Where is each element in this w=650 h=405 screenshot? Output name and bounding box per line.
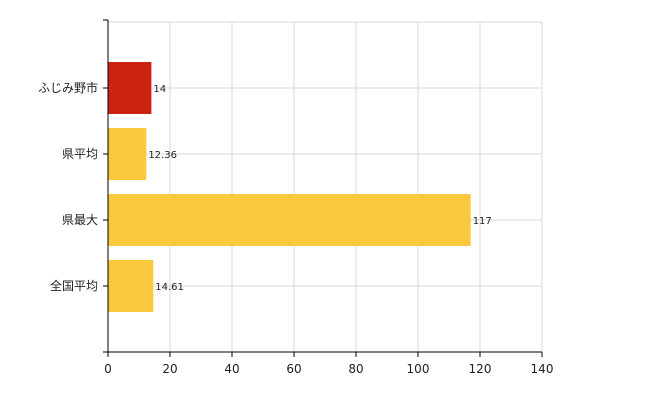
x-tick-label: 60 [286, 362, 301, 376]
x-tick-label: 120 [469, 362, 492, 376]
bar [108, 260, 154, 312]
category-label: 県平均 [62, 147, 98, 161]
x-tick-label: 80 [348, 362, 363, 376]
x-tick-label: 40 [224, 362, 239, 376]
category-label: 全国平均 [50, 278, 98, 293]
category-label: 県最大 [62, 213, 98, 227]
bars [108, 62, 471, 312]
x-tick-label: 20 [162, 362, 177, 376]
bar [108, 194, 471, 246]
data-label: 14.61 [155, 282, 184, 293]
labels: 14 ふじみ野市 12.36 県平均 117 県最大 14.61 全国平均 0 20 40 60 80 1… [38, 80, 553, 376]
x-tick-label: 140 [531, 362, 554, 376]
data-label: 12.36 [148, 150, 177, 161]
grid-lines [108, 21, 543, 352]
x-tick-label: 100 [407, 362, 430, 376]
axes [103, 19, 543, 357]
data-label: 14 [153, 84, 166, 95]
bar [108, 128, 147, 180]
data-label: 117 [473, 216, 492, 227]
x-tick-label: 0 [104, 362, 112, 376]
category-label: ふじみ野市 [38, 80, 98, 95]
bar [108, 62, 152, 114]
